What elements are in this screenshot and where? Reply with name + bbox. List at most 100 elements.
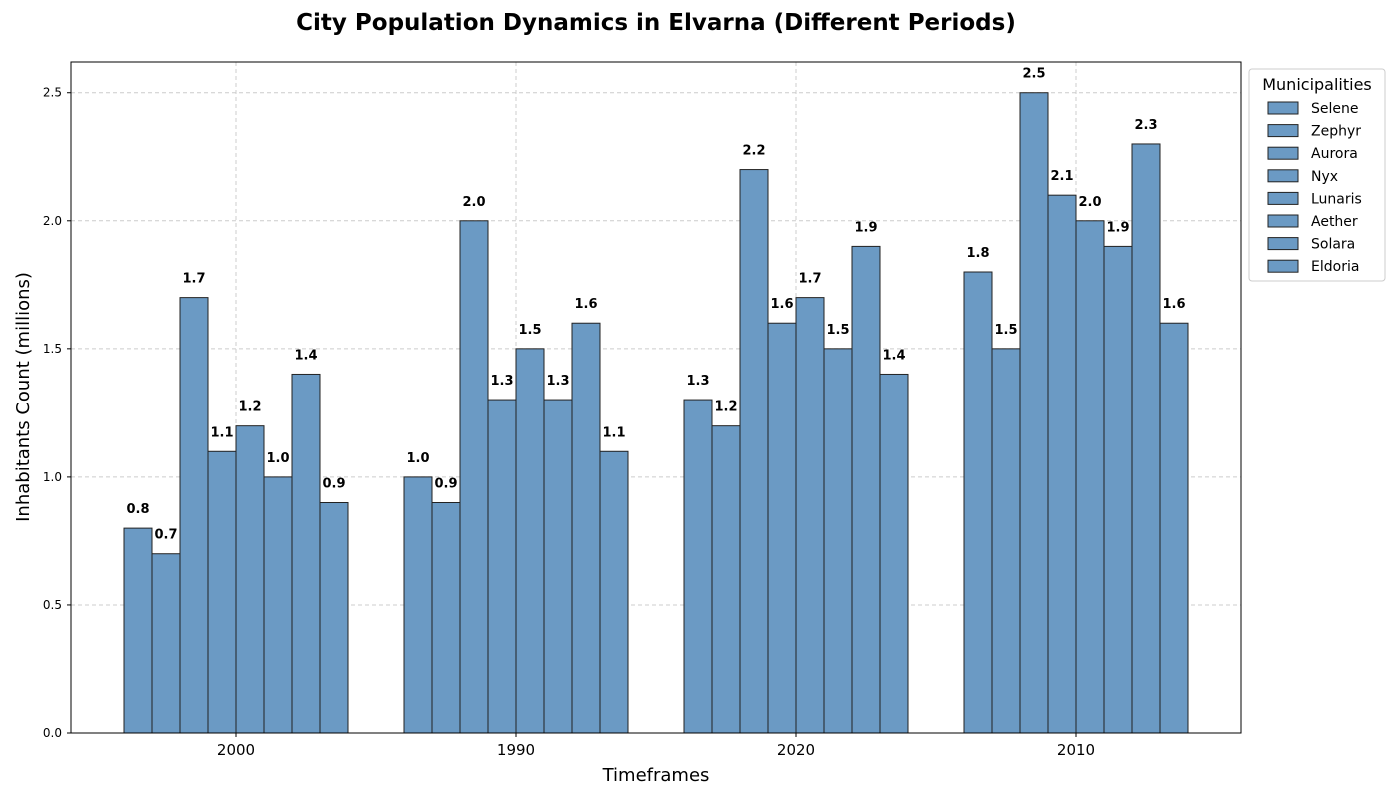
legend-label: Aurora [1311,146,1358,162]
bar-selene [683,399,713,734]
legend-label: Eldoria [1311,259,1359,275]
legend-swatch [1267,237,1299,251]
legend-swatch [1267,214,1299,228]
legend-swatch [1267,146,1299,160]
bar-aurora [459,220,489,734]
legend-box [1248,68,1386,282]
y-tick-label: 2.5 [43,86,62,100]
bar-eldoria [599,450,629,734]
bar-value-label: 2.2 [742,144,765,159]
x-tick-label: 1990 [497,741,535,759]
x-axis-label: Timeframes [602,765,710,786]
bar-solara [851,245,881,734]
y-tick-label: 0.5 [43,598,62,612]
bar-lunaris [235,425,265,734]
legend-swatch [1267,169,1299,183]
bar-aurora [739,169,769,734]
bar-value-label: 1.9 [1106,220,1129,235]
bar-eldoria [1159,322,1189,734]
bar-aether [1103,245,1133,734]
y-tick-label: 0.0 [43,726,62,740]
bar-nyx [207,450,237,734]
axes: 0.0 0.5 1.0 1.5 2.0 2.5 2000 1990 2020 2010 [43,86,1095,759]
legend-title: Municipalities [1262,75,1372,94]
x-tick-label: 2000 [217,741,255,759]
bar-nyx [1047,194,1077,734]
bar-zephyr [711,425,741,734]
legend-label: Selene [1311,101,1359,117]
legend-label: Zephyr [1311,124,1361,140]
bar-aurora [179,297,209,734]
bar-solara [571,322,601,734]
legend: Municipalities Selene Zephyr Aurora Nyx Lunar… [1248,68,1386,282]
bar-value-label: 1.5 [518,323,541,338]
bars [123,92,1189,734]
bar-aurora [1019,92,1049,734]
bar-solara [291,373,321,734]
bar-eldoria [879,373,909,734]
legend-swatch [1267,101,1299,115]
data-labels: 0.8 1.0 1.3 1.8 0.7 0.9 1.2 1.5 1.7 2.0 2.2 2.5 1.1 1… [126,67,1185,543]
bar-value-label: 1.3 [546,374,569,389]
legend-swatch [1267,124,1299,138]
bar-value-label: 0.8 [126,502,149,517]
bar-value-label: 1.3 [686,374,709,389]
bar-aether [543,399,573,734]
chart-title: City Population Dynamics in Elvarna (Dif… [296,10,1016,36]
bar-value-label: 1.4 [294,348,317,363]
y-tick-label: 2.0 [43,214,62,228]
bar-solara [1131,143,1161,734]
bar-value-label: 2.0 [1078,195,1101,210]
legend-label: Aether [1311,214,1358,230]
bar-value-label: 1.4 [882,348,905,363]
bar-value-label: 2.5 [1022,67,1045,82]
bar-value-label: 2.0 [462,195,485,210]
bar-nyx [487,399,517,734]
bar-eldoria [319,502,349,734]
bar-lunaris [515,348,545,734]
bar-value-label: 1.6 [1162,297,1185,312]
bar-selene [403,476,433,734]
legend-label: Solara [1311,237,1355,253]
bar-value-label: 1.0 [266,451,289,466]
bar-value-label: 0.9 [322,477,345,492]
bar-aether [823,348,853,734]
bar-value-label: 1.2 [238,400,261,415]
bar-nyx [767,322,797,734]
bar-value-label: 0.7 [154,528,177,543]
bar-value-label: 1.5 [994,323,1017,338]
legend-label: Nyx [1311,169,1338,185]
bar-value-label: 1.0 [406,451,429,466]
bar-value-label: 1.6 [770,297,793,312]
bar-value-label: 1.7 [182,272,205,287]
bar-value-label: 1.5 [826,323,849,338]
bar-selene [123,527,153,734]
bar-zephyr [431,502,461,734]
bar-value-label: 0.9 [434,477,457,492]
bar-value-label: 1.9 [854,220,877,235]
bar-value-label: 1.1 [210,425,233,440]
bar-value-label: 1.2 [714,400,737,415]
legend-swatch [1267,191,1299,205]
bar-lunaris [795,297,825,734]
bar-value-label: 2.3 [1134,118,1157,133]
bar-zephyr [151,553,181,734]
bar-value-label: 1.7 [798,272,821,287]
legend-swatch [1267,259,1299,273]
x-tick-label: 2010 [1057,741,1095,759]
y-tick-label: 1.5 [43,342,62,356]
bar-zephyr [991,348,1021,734]
bar-lunaris [1075,220,1105,734]
bar-selene [963,271,993,734]
bar-aether [263,476,293,734]
y-axis-label: Inhabitants Count (millions) [13,272,34,522]
plot-frame [70,61,1242,734]
y-tick-label: 1.0 [43,470,62,484]
legend-label: Lunaris [1311,191,1362,207]
bar-value-label: 1.1 [602,425,625,440]
x-tick-label: 2020 [777,741,815,759]
bar-value-label: 1.8 [966,246,989,261]
bar-value-label: 1.3 [490,374,513,389]
bar-value-label: 1.6 [574,297,597,312]
